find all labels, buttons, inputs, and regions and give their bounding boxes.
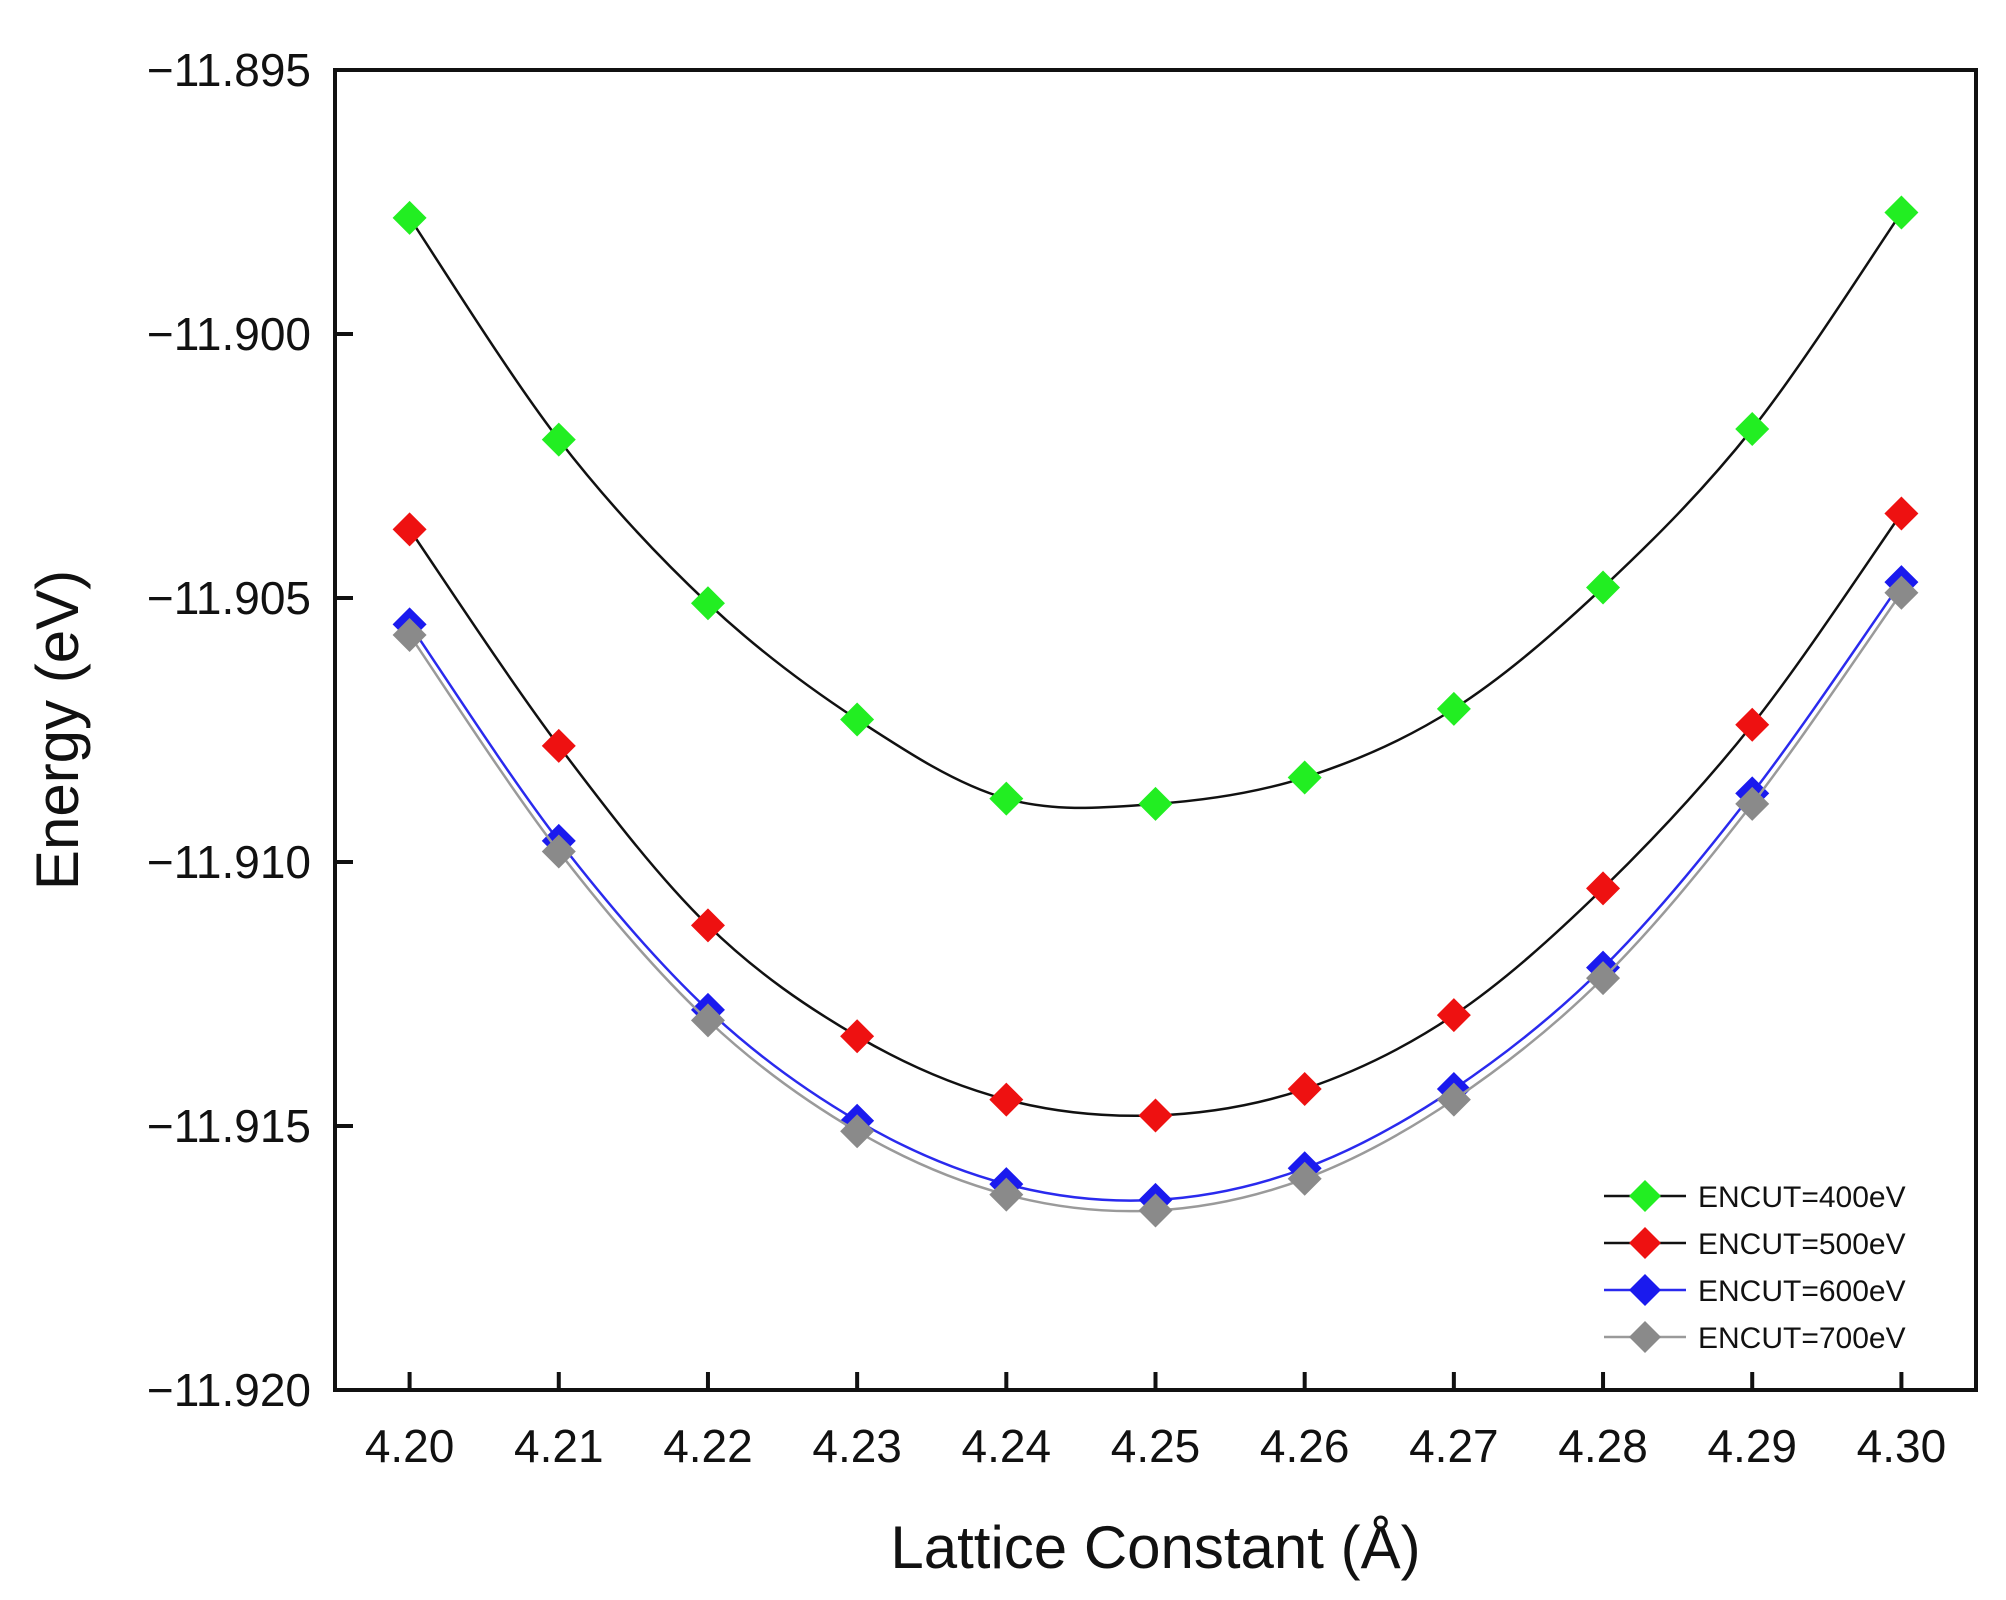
data-point-marker [840, 702, 875, 737]
data-point-marker [989, 781, 1024, 816]
data-point-marker [1586, 961, 1621, 996]
legend-label: ENCUT=400eV [1698, 1181, 1906, 1214]
legend-marker [1629, 1274, 1661, 1306]
data-point-marker [690, 908, 725, 943]
x-tick-label: 4.20 [365, 1420, 455, 1472]
data-point-marker [541, 422, 576, 457]
data-point-marker [840, 1019, 875, 1054]
x-tick-label: 4.29 [1707, 1420, 1797, 1472]
legend-item: ENCUT=700eV [1604, 1321, 1906, 1355]
data-point-marker [392, 200, 427, 235]
x-tick-label: 4.22 [663, 1420, 753, 1472]
legend: ENCUT=400eV ENCUT=500eV ENCUT=600eV ENCUT=7… [1604, 1180, 1906, 1355]
legend-item: ENCUT=500eV [1604, 1227, 1906, 1261]
data-point-marker [1436, 1082, 1471, 1117]
x-axis: 4.20 4.21 4.22 4.23 4.24 4.25 4.26 4.27 4.28 4.29… [365, 1372, 1946, 1472]
data-point-marker [989, 1177, 1024, 1212]
data-point-marker [1735, 707, 1770, 742]
series-4 [392, 575, 1919, 1228]
series-1 [392, 195, 1919, 821]
x-tick-label: 4.24 [962, 1420, 1052, 1472]
x-tick-label: 4.28 [1558, 1420, 1648, 1472]
legend-item: ENCUT=400eV [1604, 1180, 1906, 1214]
x-tick-label: 4.27 [1409, 1420, 1499, 1472]
y-tick-label: −11.920 [147, 1364, 311, 1416]
data-point-marker [541, 728, 576, 763]
data-point-marker [1586, 570, 1621, 605]
x-tick-label: 4.30 [1857, 1420, 1947, 1472]
y-tick-label: −11.915 [147, 1100, 311, 1152]
y-axis-title: Energy (eV) [24, 570, 91, 890]
x-tick-label: 4.25 [1111, 1420, 1201, 1472]
data-point-marker [840, 1114, 875, 1149]
series-2 [392, 496, 1919, 1133]
legend-label: ENCUT=700eV [1698, 1322, 1906, 1355]
data-point-marker [1884, 496, 1919, 531]
data-point-marker [1287, 760, 1322, 795]
y-tick-label: −11.910 [147, 836, 311, 888]
data-point-marker [541, 834, 576, 869]
x-axis-title: Lattice Constant (Å) [890, 1514, 1420, 1581]
data-point-marker [1436, 691, 1471, 726]
data-point-marker [1586, 871, 1621, 906]
data-point-marker [1884, 575, 1919, 610]
data-point-marker [1138, 1098, 1173, 1133]
x-tick-label: 4.26 [1260, 1420, 1350, 1472]
data-point-marker [690, 586, 725, 621]
x-tick-label: 4.21 [514, 1420, 604, 1472]
legend-marker [1629, 1321, 1661, 1353]
data-point-marker [1138, 786, 1173, 821]
y-tick-label: −11.905 [147, 572, 311, 624]
legend-label: ENCUT=500eV [1698, 1228, 1906, 1261]
legend-label: ENCUT=600eV [1698, 1275, 1906, 1308]
series-layer [392, 195, 1919, 1228]
data-point-marker [392, 617, 427, 652]
data-point-marker [1138, 1193, 1173, 1228]
legend-marker [1629, 1180, 1661, 1212]
data-point-marker [1884, 195, 1919, 230]
series-line [408, 211, 1903, 810]
data-point-marker [1287, 1072, 1322, 1107]
legend-item: ENCUT=600eV [1604, 1274, 1906, 1308]
y-tick-label: −11.900 [147, 308, 311, 360]
data-point-marker [392, 512, 427, 547]
data-point-marker [1436, 998, 1471, 1033]
x-tick-label: 4.23 [812, 1420, 902, 1472]
y-tick-label: −11.895 [147, 44, 311, 96]
data-point-marker [1735, 786, 1770, 821]
data-point-marker [989, 1082, 1024, 1117]
data-point-marker [1287, 1161, 1322, 1196]
data-point-marker [690, 1003, 725, 1038]
legend-marker [1629, 1227, 1661, 1259]
y-axis: −11.920 −11.915 −11.910 −11.905 −11.900 −11.8… [147, 44, 353, 1416]
data-point-marker [1735, 412, 1770, 447]
